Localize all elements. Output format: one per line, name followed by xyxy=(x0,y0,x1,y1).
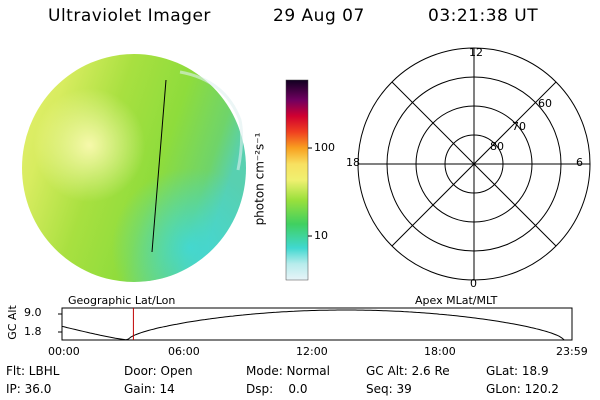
ip-info: IP: 36.0 xyxy=(6,382,52,396)
uv-earth-image xyxy=(22,54,246,282)
xtick-1800: 18:00 xyxy=(424,345,456,358)
instrument-title: Ultraviolet Imager xyxy=(48,6,211,26)
time-label: 03:21:38 UT xyxy=(428,6,539,26)
filter-info: Flt: LBHL xyxy=(6,364,60,378)
date-label: 29 Aug 07 xyxy=(273,6,365,26)
geographic-caption: Geographic Lat/Lon xyxy=(68,294,176,307)
mlt-label-18: 18 xyxy=(346,156,360,169)
xtick-2359: 23:59 xyxy=(556,345,588,358)
mlat-label-80: 80 xyxy=(490,140,504,153)
mode-info: Mode: Normal xyxy=(246,364,330,378)
xtick-0000: 00:00 xyxy=(48,345,80,358)
gc-alt-axis-title: GC Alt xyxy=(5,305,19,340)
mlat-label-70: 70 xyxy=(512,120,526,133)
colorbar-tick-10: 10 xyxy=(314,229,328,242)
colorbar-unit-label: photon cm⁻²s⁻¹ xyxy=(252,132,267,226)
orbit-plot xyxy=(58,307,573,341)
polar-plot xyxy=(357,47,591,281)
seq-info: Seq: 39 xyxy=(366,382,412,396)
gain-info: Gain: 14 xyxy=(124,382,175,396)
colorbar-tick-100: 100 xyxy=(314,141,335,154)
glat-info: GLat: 18.9 xyxy=(486,364,549,378)
gc-alt-info: GC Alt: 2.6 Re xyxy=(366,364,450,378)
xtick-0600: 06:00 xyxy=(168,345,200,358)
mlat-label-60: 60 xyxy=(538,97,552,110)
mlt-label-6: 6 xyxy=(576,156,583,169)
dsp-info: Dsp: 0.0 xyxy=(246,382,308,396)
apex-caption: Apex MLat/MLT xyxy=(415,294,498,307)
scan-track-line xyxy=(151,79,167,253)
door-info: Door: Open xyxy=(124,364,193,378)
glon-info: GLon: 120.2 xyxy=(486,382,559,396)
ytick-1-8: 1.8 xyxy=(24,325,42,338)
mlt-label-0: 0 xyxy=(470,277,477,290)
ytick-9: 9.0 xyxy=(24,306,42,319)
mlt-label-12: 12 xyxy=(469,46,483,59)
xtick-1200: 12:00 xyxy=(296,345,328,358)
altitude-curve xyxy=(61,309,572,341)
colorbar xyxy=(285,79,312,281)
